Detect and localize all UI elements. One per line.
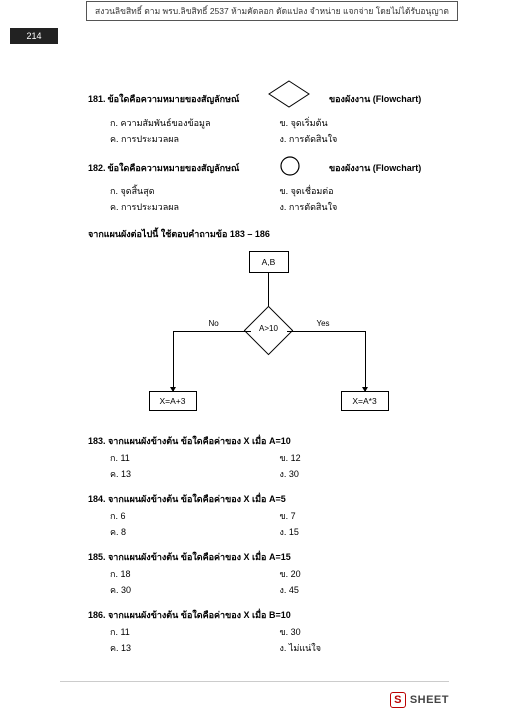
q181-d: ง. การตัดสินใจ	[280, 131, 450, 147]
q183-d: ง. 30	[280, 466, 450, 482]
fc-line-yes-h	[287, 331, 365, 332]
flowchart: A,B A>10 No X=A+3 Yes X=A*3	[129, 251, 409, 426]
fc-line-no-h	[173, 331, 251, 332]
q185-d: ง. 45	[280, 582, 450, 598]
q181-right: ของผังงาน (Flowchart)	[329, 92, 449, 106]
fc-start: A,B	[249, 251, 289, 273]
circle-icon	[279, 155, 301, 179]
footer-brand: SHEET	[410, 694, 449, 706]
fc-yes-label: Yes	[317, 319, 330, 328]
q181-number: 181.	[88, 94, 106, 104]
q186-b: ข. 30	[280, 624, 450, 640]
q183-c: ค. 13	[110, 466, 280, 482]
q183: 183. จากแผนผังข้างต้น ข้อใดคือค่าของ X เ…	[88, 434, 449, 482]
q185: 185. จากแผนผังข้างต้น ข้อใดคือค่าของ X เ…	[88, 550, 449, 598]
q181-a: ก. ความสัมพันธ์ของข้อมูล	[110, 115, 280, 131]
q184: 184. จากแผนผังข้างต้น ข้อใดคือค่าของ X เ…	[88, 492, 449, 540]
q183-title: 183. จากแผนผังข้างต้น ข้อใดคือค่าของ X เ…	[88, 434, 449, 448]
q184-d: ง. 15	[280, 524, 450, 540]
q182-right: ของผังงาน (Flowchart)	[329, 161, 449, 175]
q184-b: ข. 7	[280, 508, 450, 524]
footer: S SHEET	[390, 692, 449, 708]
q183-a: ก. 11	[110, 450, 280, 466]
q182-number: 182.	[88, 163, 106, 173]
q182-c: ค. การประมวลผล	[110, 199, 280, 215]
q182-b: ข. จุดเชื่อมต่อ	[280, 183, 450, 199]
q186-d: ง. ไม่แน่ใจ	[280, 640, 450, 656]
q182-choices: ก. จุดสิ้นสุด ข. จุดเชื่อมต่อ ค. การประม…	[88, 183, 449, 215]
content: 181. ข้อใดคือความหมายของสัญลักษณ์ ของผัง…	[0, 22, 509, 656]
q182-text: ข้อใดคือความหมายของสัญลักษณ์	[108, 161, 263, 175]
q185-a: ก. 18	[110, 566, 280, 582]
q186: 186. จากแผนผังข้างต้น ข้อใดคือค่าของ X เ…	[88, 608, 449, 656]
q181-text: ข้อใดคือความหมายของสัญลักษณ์	[108, 92, 249, 106]
q186-title: 186. จากแผนผังข้างต้น ข้อใดคือค่าของ X เ…	[88, 608, 449, 622]
page-number: 214	[10, 28, 58, 44]
q184-a: ก. 6	[110, 508, 280, 524]
q186-c: ค. 13	[110, 640, 280, 656]
q182-d: ง. การตัดสินใจ	[280, 199, 450, 215]
q184-title: 184. จากแผนผังข้างต้น ข้อใดคือค่าของ X เ…	[88, 492, 449, 506]
footer-divider	[60, 681, 449, 682]
q185-c: ค. 30	[110, 582, 280, 598]
q183-b: ข. 12	[280, 450, 450, 466]
q181-row: 181. ข้อใดคือความหมายของสัญลักษณ์ ของผัง…	[88, 87, 449, 111]
fc-left-box: X=A+3	[149, 391, 197, 411]
q185-title: 185. จากแผนผังข้างต้น ข้อใดคือค่าของ X เ…	[88, 550, 449, 564]
footer-logo-icon: S	[390, 692, 406, 708]
fc-line-no-v	[173, 331, 174, 391]
q181-choices: ก. ความสัมพันธ์ของข้อมูล ข. จุดเริ่มต้น …	[88, 115, 449, 147]
fc-right-box: X=A*3	[341, 391, 389, 411]
copyright-text: สงวนลิขสิทธิ์ ตาม พรบ.ลิขสิทธิ์ 2537 ห้า…	[86, 1, 458, 21]
q181-b: ข. จุดเริ่มต้น	[280, 115, 450, 131]
diamond-icon	[267, 79, 311, 111]
q181-c: ค. การประมวลผล	[110, 131, 280, 147]
q184-c: ค. 8	[110, 524, 280, 540]
instruction-text: จากแผนผังต่อไปนี้ ใช้ตอบคำถามข้อ 183 – 1…	[88, 227, 449, 241]
q182-row: 182. ข้อใดคือความหมายของสัญลักษณ์ ของผัง…	[88, 157, 449, 179]
q182-a: ก. จุดสิ้นสุด	[110, 183, 280, 199]
fc-line-yes-v	[365, 331, 366, 391]
q186-a: ก. 11	[110, 624, 280, 640]
q185-b: ข. 20	[280, 566, 450, 582]
header-bar: สงวนลิขสิทธิ์ ตาม พรบ.ลิขสิทธิ์ 2537 ห้า…	[0, 0, 509, 22]
fc-no-label: No	[209, 319, 219, 328]
